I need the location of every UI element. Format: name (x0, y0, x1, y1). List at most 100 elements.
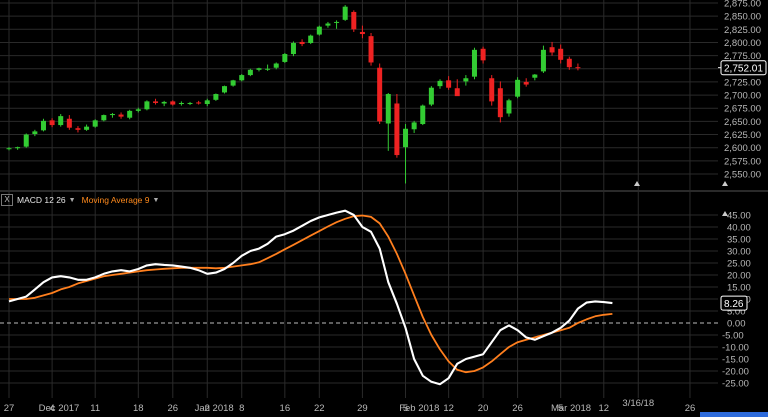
candle (247, 68, 253, 77)
price-tick-label: 2,875.00 (724, 0, 761, 10)
candle (49, 118, 55, 128)
macd-tick-label: -20.00 (722, 367, 749, 378)
candle (471, 47, 477, 80)
time-tick-label: 5 (558, 403, 563, 414)
last-price-label: 2,752.01 (724, 64, 763, 75)
candle (135, 107, 141, 113)
chevron-down-icon[interactable]: ▼ (152, 196, 160, 204)
candle (32, 129, 38, 137)
candle (549, 41, 555, 56)
close-icon[interactable]: X (1, 194, 13, 206)
candle-body (342, 6, 348, 20)
candle-body (92, 120, 98, 127)
time-tick-label: 26 (685, 403, 696, 414)
candle-body (127, 110, 133, 118)
candle (153, 98, 159, 105)
price-tick-label: 2,850.00 (724, 12, 761, 23)
time-tick-label: Feb 2018 (399, 403, 439, 414)
candle (290, 41, 296, 57)
time-tick-label: Dec 2017 (39, 403, 80, 414)
candle-body (566, 58, 572, 68)
candle (213, 93, 219, 101)
scroll-marker-icon[interactable] (722, 181, 728, 186)
moving-average-label[interactable]: Moving Average 9 (81, 195, 150, 205)
candle (566, 56, 572, 70)
timeline-scroll-handle[interactable] (700, 412, 768, 417)
candle-body (178, 102, 184, 105)
time-tick-label: 26 (167, 403, 178, 414)
candle-body (247, 69, 253, 76)
chevron-down-icon[interactable]: ▼ (68, 196, 76, 204)
candle-body (15, 147, 21, 149)
candle-body (334, 21, 340, 23)
candle (84, 124, 90, 131)
candle-body (40, 120, 46, 131)
candle (66, 115, 72, 130)
price-tick-label: 2,775.00 (724, 51, 761, 62)
candle (446, 76, 452, 90)
candle (170, 100, 176, 106)
candle-body (549, 47, 555, 53)
candle-body (308, 35, 314, 43)
macd-tick-label: -15.00 (722, 355, 749, 366)
candle (351, 10, 357, 32)
candle (523, 78, 529, 87)
candle-body (506, 100, 512, 114)
price-tick-label: 2,825.00 (724, 25, 761, 36)
time-tick-label: 29 (357, 403, 368, 414)
candle (394, 94, 400, 158)
candle-body (58, 116, 64, 126)
price-tick-label: 2,725.00 (724, 77, 761, 88)
candle-body (428, 87, 434, 105)
macd-last-label: 8.26 (724, 299, 744, 310)
candle-body (32, 131, 38, 135)
candle-body (265, 68, 271, 70)
candle-body (290, 42, 296, 55)
scroll-marker-icon[interactable] (722, 211, 728, 216)
price-tick-label: 2,550.00 (724, 170, 761, 181)
candle (161, 100, 167, 107)
candle (273, 62, 279, 70)
candle-body (299, 41, 305, 45)
candle (144, 100, 150, 111)
macd-tick-label: 0.00 (727, 319, 746, 330)
candle (532, 74, 538, 81)
time-tick-label: 22 (314, 403, 325, 414)
candle-body (170, 101, 176, 105)
candle-body (558, 48, 564, 60)
candle (515, 77, 521, 99)
macd-tick-label: -10.00 (722, 343, 749, 354)
candle (540, 45, 546, 73)
candle-body (420, 105, 426, 125)
macd-tick-label: 5.00 (727, 307, 746, 318)
candle (377, 63, 383, 125)
time-tick-label: 18 (133, 403, 144, 414)
candle (222, 85, 227, 94)
time-tick-label: 2 (205, 403, 210, 414)
time-tick-label: 12 (443, 403, 454, 414)
candle (109, 112, 115, 118)
candle-body (75, 128, 81, 130)
candle-body (49, 120, 55, 126)
candle-body (196, 102, 202, 104)
macd-tick-label: 45.00 (727, 211, 751, 222)
price-tick-label: 2,675.00 (724, 104, 761, 115)
macd-tick-label: 30.00 (727, 247, 751, 258)
candle (92, 119, 98, 128)
candle (127, 109, 133, 120)
indicator-legend: X MACD 12 26 ▼ Moving Average 9 ▼ (0, 193, 159, 207)
candle (15, 146, 21, 150)
candle-body (153, 101, 159, 103)
macd-label[interactable]: MACD 12 26 (17, 195, 66, 205)
price-tick-label: 2,700.00 (724, 91, 761, 102)
candle-body (135, 109, 141, 111)
scroll-marker-icon[interactable] (634, 181, 640, 186)
candle-body (204, 100, 210, 105)
candle-body (385, 94, 391, 124)
candle-body (403, 128, 409, 148)
price-tick-label: 2,575.00 (724, 156, 761, 167)
candle (480, 46, 486, 64)
candle-body (480, 48, 486, 61)
candle (420, 104, 426, 126)
